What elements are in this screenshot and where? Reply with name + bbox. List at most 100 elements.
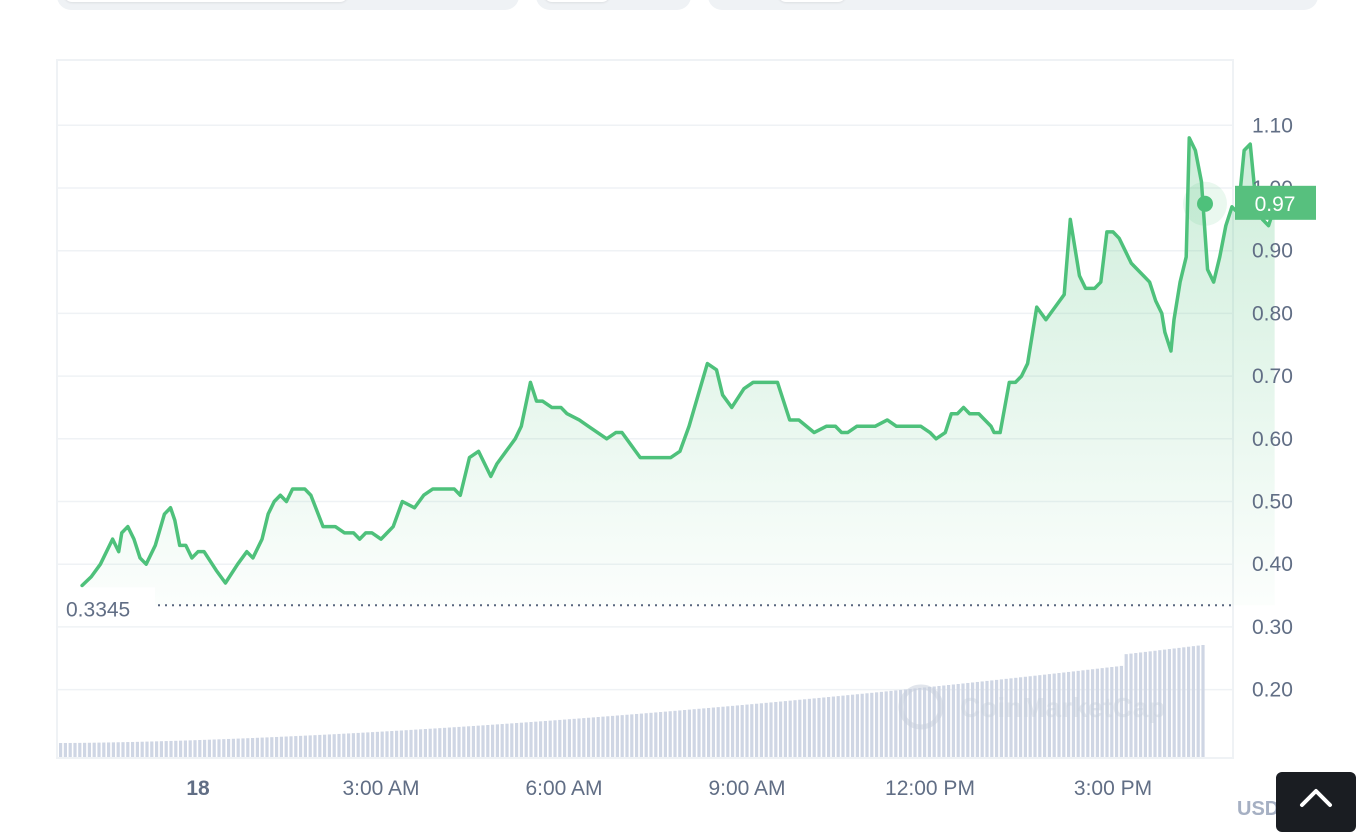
volume-bar (414, 729, 418, 757)
volume-bar (783, 701, 787, 757)
volume-bar (601, 716, 605, 757)
volume-bar (534, 721, 538, 757)
volume-bar (731, 705, 735, 757)
volume-bar (351, 733, 355, 757)
volume-bar (510, 723, 514, 757)
volume-bar (313, 735, 317, 757)
volume-bar (1129, 653, 1133, 757)
filter-bar-right (708, 0, 1318, 10)
volume-bar (831, 696, 835, 757)
volume-bar (241, 738, 245, 757)
current-price-text: 0.97 (1255, 193, 1296, 216)
volume-bar (404, 730, 408, 757)
volume-bar (443, 727, 447, 757)
price-area (80, 136, 1277, 606)
current-price-badge: 0.97 (1183, 181, 1316, 226)
y-tick-label: 0.80 (1252, 302, 1293, 325)
volume-bar (164, 741, 168, 757)
volume-bar (380, 731, 384, 757)
x-tick-label: 9:00 AM (708, 777, 785, 800)
volume-bar (836, 696, 840, 757)
volume-bar (116, 742, 120, 757)
volume-bar (203, 739, 207, 757)
volume-bar (519, 722, 523, 757)
volume-bar (1172, 648, 1176, 757)
volume-bar (558, 719, 562, 757)
volume-bar (659, 712, 663, 757)
volume-bar (807, 698, 811, 757)
volume-bar (759, 703, 763, 757)
price-area-fill (82, 137, 1275, 606)
volume-bar (198, 740, 202, 757)
volume-bar (399, 730, 403, 757)
volume-bar (611, 715, 615, 757)
volume-bar (102, 742, 106, 757)
volume-bar (620, 715, 624, 757)
volume-bar (97, 742, 101, 757)
volume-bar (476, 725, 480, 757)
volume-bar (1153, 650, 1157, 757)
volume-bar (1115, 666, 1119, 757)
volume-bar (1067, 671, 1071, 757)
filter-pill-middle[interactable] (544, 0, 610, 2)
volume-bar (951, 684, 955, 757)
volume-bar (1134, 653, 1138, 757)
volume-bar (1182, 647, 1186, 757)
volume-bar (1163, 649, 1167, 757)
volume-bar (375, 731, 379, 757)
filter-pill-right[interactable] (778, 0, 846, 2)
volume-bar (582, 718, 586, 757)
volume-bar (990, 680, 994, 757)
volume-bar (961, 683, 965, 757)
volume-bar (788, 700, 792, 757)
volume-bar (999, 679, 1003, 757)
volume-bar (308, 735, 312, 757)
x-axis: 18 3:00 AM 6:00 AM 9:00 AM 12:00 PM 3:00 PM (186, 777, 1152, 800)
watermark-text: CoinMarketCap (960, 692, 1165, 723)
volume-bar (716, 707, 720, 757)
volume-bar (299, 735, 303, 757)
volume-bar (452, 727, 456, 757)
volume-bar (188, 740, 192, 757)
volume-bar (971, 682, 975, 757)
volume-bar (745, 704, 749, 757)
volume-bar (63, 742, 67, 757)
volume-bar (1148, 651, 1152, 757)
volume-bar (889, 690, 893, 757)
volume-bar (155, 741, 159, 757)
volume-bar (1196, 645, 1200, 757)
volume-bar (318, 734, 322, 757)
open-price-line: 0.3345 (60, 587, 1233, 622)
volume-bar (903, 689, 907, 757)
volume-bar (423, 729, 427, 757)
volume-bar (323, 734, 327, 757)
volume-bar (265, 737, 269, 757)
volume-bar (702, 708, 706, 757)
volume-bar (980, 681, 984, 757)
volume-bar (865, 693, 869, 757)
volume-bar (486, 725, 490, 757)
volume-bar (447, 727, 451, 757)
volume-bar (337, 733, 341, 757)
volume-bar (83, 742, 87, 757)
filter-bar-left (57, 0, 519, 10)
volume-bar (668, 711, 672, 757)
y-tick-label: 0.60 (1252, 428, 1293, 451)
volume-bar (371, 732, 375, 757)
volume-bar (644, 713, 648, 757)
volume-bar (663, 711, 667, 757)
scroll-to-top-button[interactable] (1276, 772, 1356, 832)
volume-bar (495, 724, 499, 757)
volume-bar (894, 690, 898, 757)
volume-bar (846, 695, 850, 757)
volume-bar (855, 694, 859, 757)
filter-pill-left[interactable] (64, 0, 348, 2)
volume-bar (1081, 670, 1085, 757)
volume-bar (356, 732, 360, 757)
volume-bar (159, 741, 163, 757)
volume-bar (673, 710, 677, 757)
volume-bar (207, 739, 211, 757)
volume-bar (1086, 669, 1090, 757)
volume-bar (817, 697, 821, 757)
